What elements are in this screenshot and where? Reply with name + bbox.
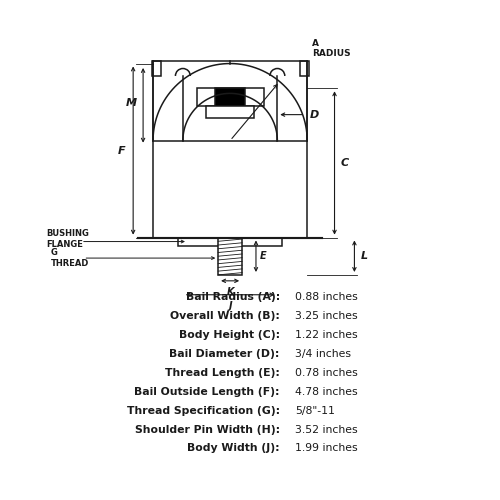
Text: F: F [118,146,126,156]
Text: A
RADIUS: A RADIUS [312,39,351,58]
Text: Body Width (J):: Body Width (J): [187,444,280,454]
Text: J: J [228,300,232,310]
Text: M: M [126,98,137,108]
Text: BUSHING
FLANGE: BUSHING FLANGE [46,230,89,249]
Text: Bail Diameter (D):: Bail Diameter (D): [170,349,280,359]
Text: Body Height (C):: Body Height (C): [178,330,280,340]
Bar [215,88,245,114]
Text: Thread Specification (G):: Thread Specification (G): [126,406,280,415]
Text: G
THREAD: G THREAD [51,248,90,268]
Bar [196,88,264,106]
Bar [178,238,282,246]
Text: 0.88 inches: 0.88 inches [295,292,358,302]
Text: 1.22 inches: 1.22 inches [295,330,358,340]
Text: E: E [260,251,266,261]
Bar [152,61,160,76]
Text: 3/4 inches: 3/4 inches [295,349,351,359]
Text: 1.99 inches: 1.99 inches [295,444,358,454]
Text: L: L [360,251,368,261]
Text: Shoulder Pin Width (H):: Shoulder Pin Width (H): [134,424,280,434]
Text: 4.78 inches: 4.78 inches [295,386,358,396]
Bar [300,61,308,76]
Text: Bail Radius (A):: Bail Radius (A): [186,292,280,302]
Text: 0.78 inches: 0.78 inches [295,368,358,378]
Text: Thread Length (E):: Thread Length (E): [165,368,280,378]
Text: 3.52 inches: 3.52 inches [295,424,358,434]
Text: Overall Width (B):: Overall Width (B): [170,311,280,321]
Bar [218,238,242,275]
Text: C: C [340,158,348,168]
Text: Bail Outside Length (F):: Bail Outside Length (F): [134,386,280,396]
Text: D: D [310,110,319,120]
Text: K: K [226,287,234,297]
Bar [206,106,254,118]
Text: 5/8"-11: 5/8"-11 [295,406,335,415]
Text: 3.25 inches: 3.25 inches [295,311,358,321]
